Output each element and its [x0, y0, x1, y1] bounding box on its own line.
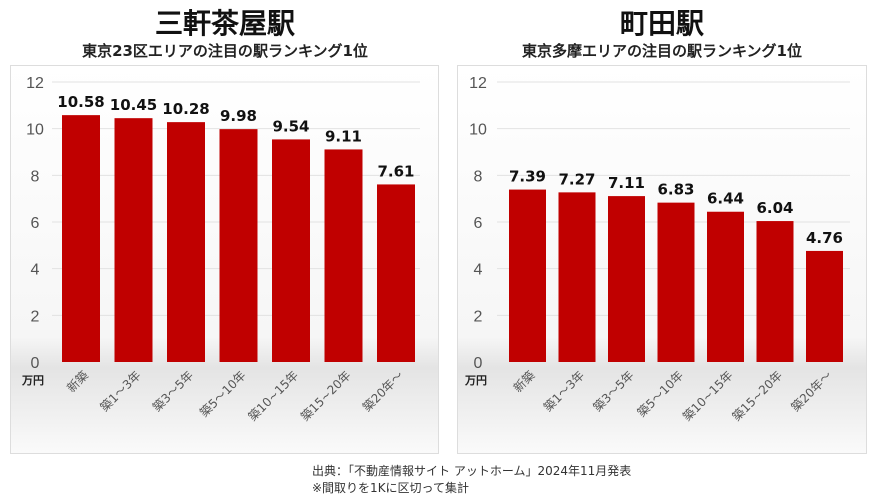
- bar: [324, 149, 363, 362]
- category-label: 築5～10年: [196, 368, 248, 420]
- bar: [707, 211, 744, 362]
- category-label: 築5～10年: [634, 368, 686, 420]
- bar: [608, 196, 645, 362]
- chart-subtitle-right: 東京多摩エリアの注目の駅ランキング1位: [522, 42, 802, 60]
- bar: [219, 129, 258, 362]
- y-tick-label: 6: [474, 215, 483, 232]
- y-tick-label: 0: [474, 355, 483, 372]
- bar: [558, 192, 596, 362]
- category-label: 新築: [64, 368, 92, 396]
- category-label: 築3～5年: [590, 368, 637, 415]
- category-label: 築3～5年: [149, 368, 196, 415]
- bar-value-label: 9.11: [325, 127, 362, 145]
- y-tick-label: 10: [469, 122, 487, 139]
- bar-value-label: 6.44: [707, 190, 744, 208]
- source-note: 出典：「不動産情報サイト アットホーム」2024年11月発表: [312, 464, 632, 478]
- bar-value-label: 9.54: [272, 117, 309, 135]
- bar: [114, 118, 153, 363]
- y-tick-label: 12: [26, 75, 44, 92]
- bar: [806, 250, 843, 362]
- bar: [377, 184, 415, 362]
- bar: [272, 139, 310, 362]
- y-tick-label: 12: [469, 75, 487, 92]
- y-tick-label: 6: [31, 215, 40, 232]
- bar-value-label: 10.58: [57, 93, 104, 111]
- y-tick-label: 8: [31, 168, 40, 185]
- y-tick-label: 2: [474, 308, 483, 325]
- y-tick-label: 0: [31, 355, 40, 372]
- chart-title-right: 町田駅: [619, 7, 704, 40]
- category-label: 築10~15年: [245, 368, 301, 424]
- bar: [167, 122, 205, 362]
- category-label: 新築: [510, 368, 538, 396]
- category-label: 築15~20年: [729, 368, 785, 424]
- category-label: 築15~20年: [297, 368, 353, 424]
- y-tick-label: 8: [474, 168, 483, 185]
- bar: [62, 115, 100, 362]
- bar-value-label: 10.45: [110, 96, 157, 114]
- category-label: 築1～3年: [97, 368, 144, 415]
- bar-value-label: 6.83: [657, 181, 694, 199]
- category-label: 築10~15年: [679, 368, 735, 424]
- bar: [657, 202, 695, 362]
- method-note: ※間取りを1Kに区切って集計: [312, 481, 469, 495]
- chart-subtitle-left: 東京23区エリアの注目の駅ランキング1位: [82, 42, 368, 60]
- chart-title-left: 三軒茶屋駅: [154, 7, 295, 40]
- bar-value-label: 7.61: [377, 162, 414, 180]
- bar-value-label: 6.04: [756, 199, 793, 217]
- bar: [509, 189, 546, 362]
- bar: [756, 221, 794, 362]
- category-label: 築20年～: [788, 368, 835, 415]
- bar-value-label: 10.28: [162, 100, 209, 118]
- category-label: 築20年～: [359, 368, 406, 415]
- y-tick-label: 4: [31, 262, 40, 279]
- y-tick-label: 2: [31, 308, 40, 325]
- bar-value-label: 7.39: [509, 168, 546, 186]
- bar-value-label: 7.27: [558, 170, 595, 188]
- bar-value-label: 7.11: [608, 174, 645, 192]
- bar-value-label: 4.76: [806, 229, 843, 247]
- category-label: 築1～3年: [540, 368, 587, 415]
- y-axis-unit: 万円: [21, 374, 44, 387]
- bar-value-label: 9.98: [220, 107, 257, 125]
- y-axis-unit: 万円: [464, 374, 487, 387]
- y-tick-label: 10: [26, 122, 44, 139]
- y-tick-label: 4: [474, 262, 483, 279]
